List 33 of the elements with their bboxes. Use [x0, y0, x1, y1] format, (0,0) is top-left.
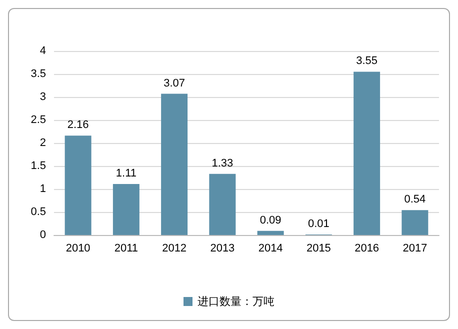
- x-tick-label: 2012: [162, 242, 187, 254]
- y-tick-label: 4: [40, 45, 46, 57]
- x-tick-label: 2014: [258, 242, 283, 254]
- x-tick-label: 2015: [306, 242, 331, 254]
- y-tick-label: 0: [40, 229, 46, 241]
- y-tick-label: 2.5: [30, 114, 46, 126]
- data-label: 0.01: [308, 218, 330, 230]
- data-label: 0.54: [404, 194, 426, 206]
- x-tick-label: 2013: [210, 242, 235, 254]
- y-tick-label: 1.5: [30, 160, 46, 172]
- x-tick-label: 2017: [402, 242, 428, 254]
- bar: [354, 72, 380, 235]
- y-tick-label: 2: [40, 137, 46, 149]
- bar: [112, 184, 140, 235]
- data-label: 1.33: [212, 157, 234, 170]
- y-tick-label: 1: [40, 183, 46, 195]
- data-label: 1.11: [116, 167, 136, 180]
- data-label: 3.07: [164, 77, 186, 90]
- bar: [209, 174, 236, 235]
- y-tick-label: 3.5: [30, 68, 46, 80]
- x-tick-label: 2010: [66, 242, 90, 254]
- bar: [64, 136, 92, 235]
- bar: [257, 230, 284, 235]
- y-tick-label: 3: [40, 91, 46, 103]
- bar: [402, 210, 428, 235]
- x-tick-label: 2016: [354, 242, 380, 254]
- legend-label: 进口数量：万吨: [198, 295, 274, 308]
- data-label: 3.55: [356, 55, 378, 68]
- x-tick-label: 2011: [114, 242, 138, 254]
- y-tick-label: 0.5: [30, 206, 46, 218]
- data-label: 2.16: [67, 119, 89, 132]
- bar: [161, 94, 188, 235]
- data-label: 0.09: [260, 214, 282, 226]
